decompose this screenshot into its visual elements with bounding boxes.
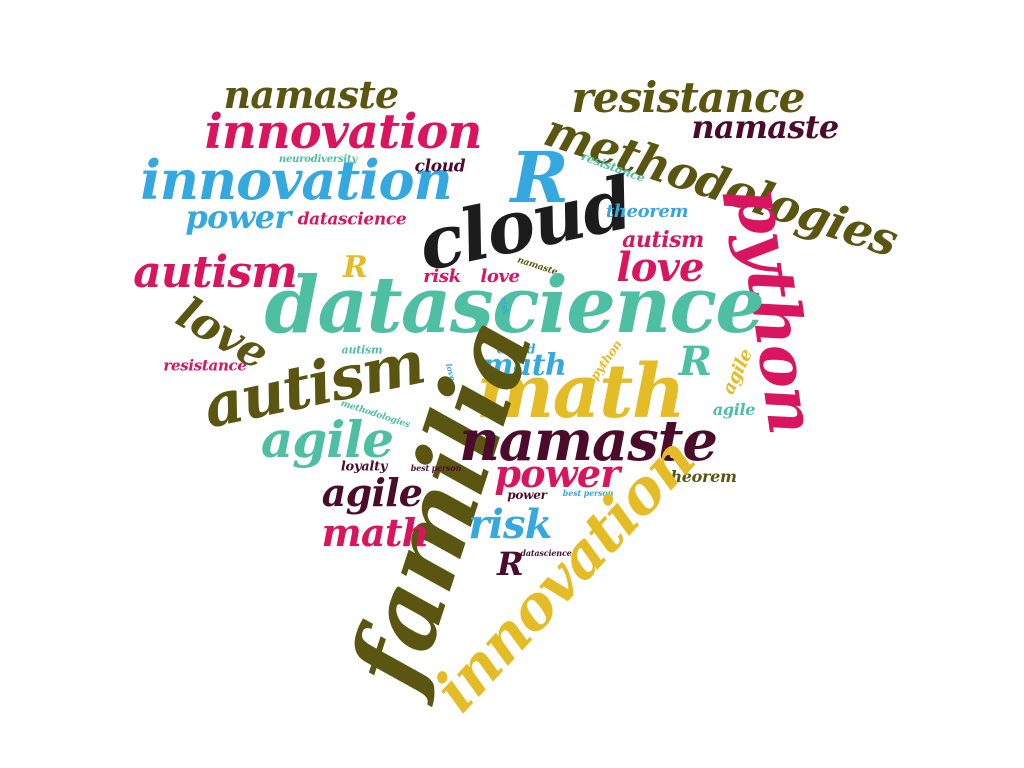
word: datascience xyxy=(297,209,407,230)
word: datascience xyxy=(520,548,572,558)
word: power xyxy=(185,198,291,236)
word: resistance xyxy=(571,73,805,122)
word: love xyxy=(480,266,520,287)
word: power xyxy=(494,451,620,496)
word: R xyxy=(510,136,569,219)
word: math xyxy=(481,348,567,383)
word: agile xyxy=(321,470,423,515)
word: theorem xyxy=(605,201,689,222)
word: innovation xyxy=(204,104,483,160)
word: autism xyxy=(133,247,297,298)
word: cloud xyxy=(414,156,466,177)
word: agile xyxy=(712,400,756,419)
word: theorem xyxy=(663,467,737,486)
word: R xyxy=(497,545,524,583)
word: loyalty xyxy=(340,459,388,475)
word: autism xyxy=(341,343,383,357)
word: best person xyxy=(562,488,614,498)
word: resistance xyxy=(163,356,247,375)
word: innovation xyxy=(140,148,452,212)
word: risk xyxy=(423,266,461,287)
word: R xyxy=(678,338,712,385)
word: namaste xyxy=(459,408,718,474)
word: datascience xyxy=(264,260,766,351)
word: best person xyxy=(410,463,462,473)
word: neurodiversity xyxy=(278,154,358,165)
word: namaste xyxy=(691,108,839,146)
word: math xyxy=(475,349,686,435)
word: agile xyxy=(260,410,394,469)
word: namaste xyxy=(223,72,400,117)
word: autism xyxy=(622,227,704,253)
word: math xyxy=(321,510,430,555)
word: love xyxy=(616,244,704,291)
word: R xyxy=(342,250,368,285)
word: cloud xyxy=(496,342,536,358)
word: power xyxy=(507,488,547,502)
word: risk xyxy=(468,501,552,548)
word: risk xyxy=(498,296,512,316)
